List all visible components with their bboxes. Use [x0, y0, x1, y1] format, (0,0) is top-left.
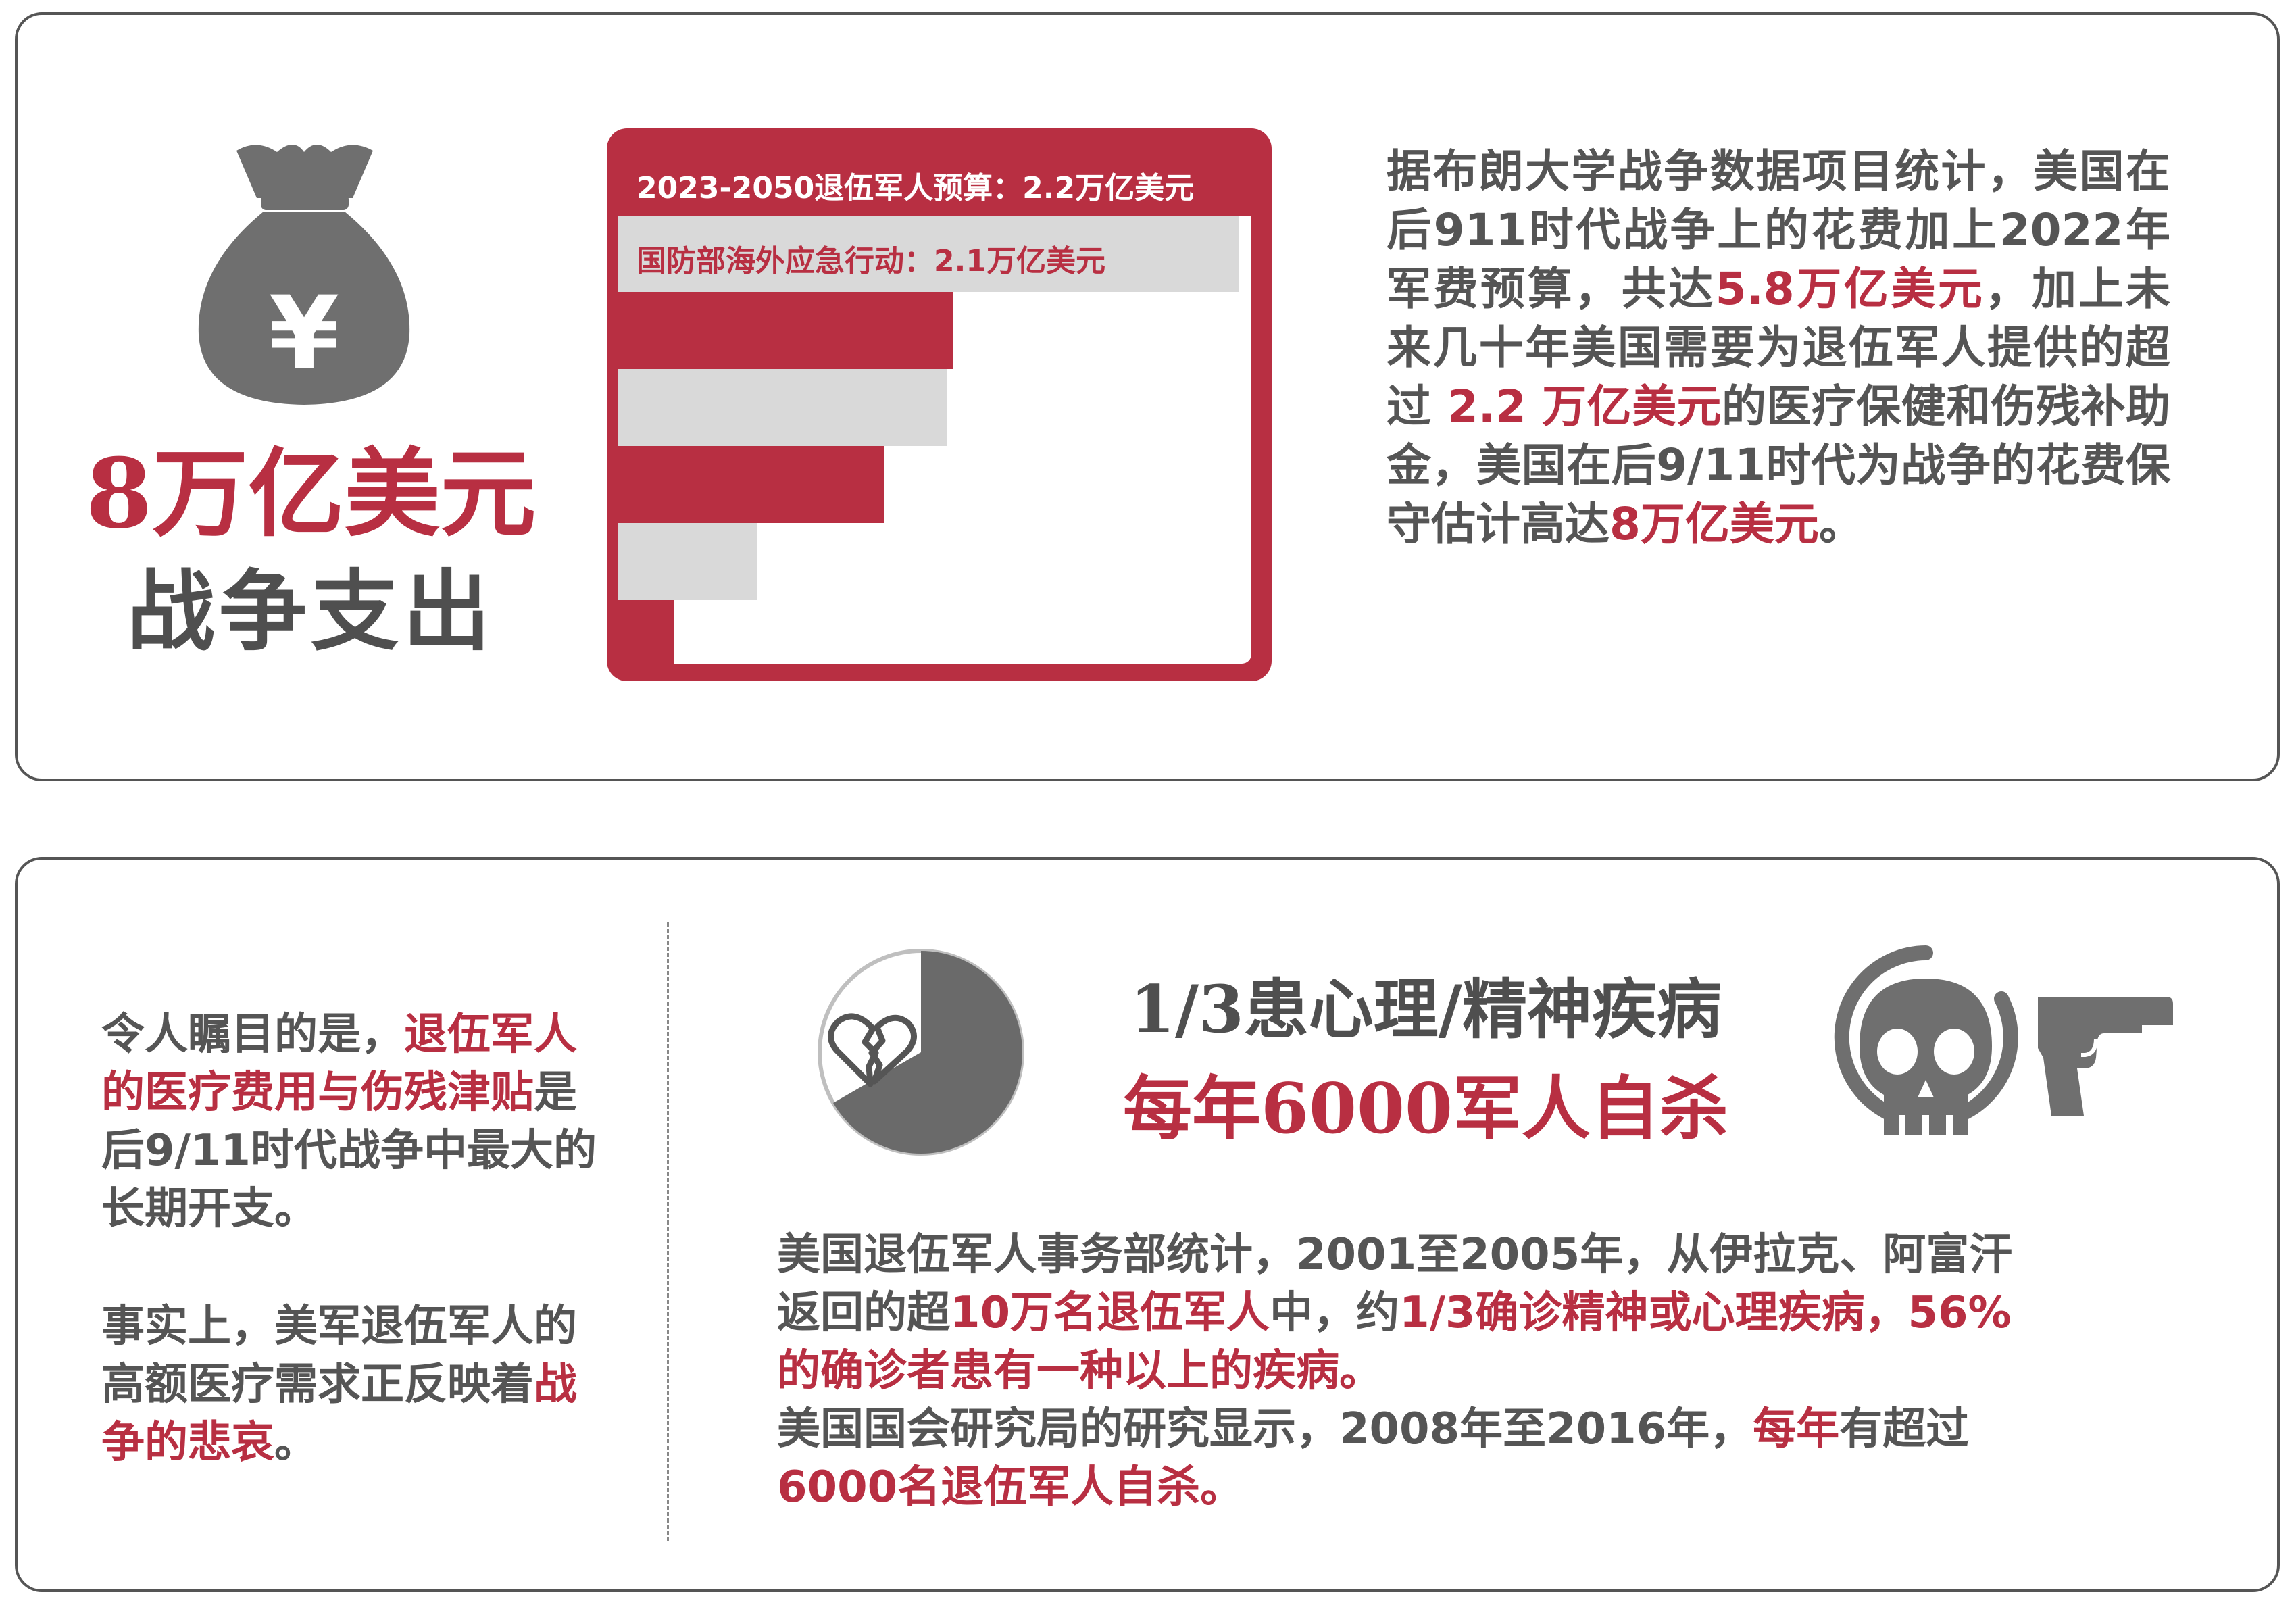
paragraph-line: 6000名退伍军人自杀。: [777, 1458, 2170, 1516]
highlight-text: 每年: [1753, 1404, 1840, 1454]
headline-suicide: 每年6000军人自杀: [1123, 1068, 1728, 1150]
veteran-statistics-paragraph: 美国退伍军人事务部统计，2001至2005年，从伊拉克、阿富汗 返回的超10万名退…: [777, 1226, 2170, 1516]
money-bag-yuan-icon: ¥: [198, 145, 410, 405]
highlight-text: 1/3确诊精神或心理疾病，56%: [1399, 1288, 2012, 1338]
body-text: 是后9/11时代战争中最大的长期开支。: [101, 1068, 597, 1234]
highlight-text: 6000名退伍军人自杀。: [777, 1462, 1244, 1512]
pie-slice: [833, 951, 1022, 1154]
chart-label-veteran-budget: 2023-2050退伍军人预算：2.2万亿美元: [637, 171, 1195, 205]
body-text: 事实上，美军退伍军人的高额医疗需求正反映着: [101, 1302, 577, 1410]
chart-label-defense-oco: 国防部海外应急行动：2.1万亿美元: [637, 244, 1105, 278]
divider: [667, 922, 669, 1541]
highlight-text: 的确诊者患有一种以上的疾病。: [777, 1346, 1382, 1396]
highlight-text: 8万亿美元: [1609, 498, 1819, 550]
chart-bar-band: [618, 216, 1239, 292]
body-text: 美国退伍军人事务部统计，2001至2005年，从伊拉克、阿富汗: [777, 1230, 2013, 1280]
body-text: 美国国会研究局的研究显示，2008年至2016年，: [777, 1404, 1753, 1454]
chart-bar: [618, 600, 674, 664]
total-amount: 8万亿美元: [85, 438, 536, 550]
chart-bar: [618, 446, 884, 523]
war-sorrow-paragraph: 事实上，美军退伍军人的高额医疗需求正反映着战争的悲哀。: [101, 1298, 601, 1472]
body-text: 。: [274, 1418, 318, 1468]
bar-chart-area: [618, 216, 1251, 664]
headline-mental-illness: 1/3患心理/精神疾病: [1130, 971, 1722, 1047]
paragraph-line: 的确诊者患有一种以上的疾病。: [777, 1342, 2170, 1400]
body-text: ，加上未来几十年美国需要为退伍军人提供的超过: [1387, 263, 2171, 433]
chart-bar: [618, 369, 947, 446]
pistol-icon: [2038, 997, 2173, 1116]
body-text: 的医疗保健和伤残补助金，美国在后9/11时代为战争的花费保守估计高达: [1387, 380, 2170, 550]
body-text: 令人瞩目的是，: [101, 1010, 404, 1060]
body-text: 返回的超: [777, 1288, 950, 1338]
highlight-text: 2.2 万亿美元: [1447, 380, 1722, 433]
body-text: 据布朗大学战争数据项目统计，美国在后911时代战争上的花费加上2022年军费预算…: [1387, 145, 2170, 315]
medical-cost-paragraph: 令人瞩目的是，退伍军人的医疗费用与伤残津贴是后9/11时代战争中最大的长期开支。: [101, 1006, 601, 1238]
paragraph-line: 返回的超10万名退伍军人中，约1/3确诊精神或心理疾病，56%: [777, 1284, 2170, 1342]
bar-chart-card: 2023-2050退伍军人预算：2.2万亿美元 国防部海外应急行动：2.1万亿美…: [607, 128, 1272, 681]
skull-icon: [1834, 945, 2018, 1135]
chart-bar: [618, 292, 953, 369]
highlight-text: 5.8万亿美元: [1715, 263, 1985, 315]
highlight-text: 10万名退伍军人: [950, 1288, 1270, 1338]
chart-bar: [618, 523, 757, 600]
highlight-text: 战争的悲哀: [101, 1360, 577, 1468]
paragraph-line: 美国退伍军人事务部统计，2001至2005年，从伊拉克、阿富汗: [777, 1226, 2170, 1284]
body-text: 。: [1818, 498, 1864, 550]
body-text: 有超过: [1839, 1404, 1970, 1454]
total-amount-label: 战争支出: [126, 560, 495, 663]
broken-heart-icon: [828, 1013, 917, 1087]
highlight-text: 退伍军人的医疗费用与伤残津贴: [101, 1010, 577, 1118]
paragraph-line: 美国国会研究局的研究显示，2008年至2016年，每年有超过: [777, 1400, 2170, 1458]
body-text: 中，约: [1270, 1288, 1400, 1338]
one-third-pie-chart: [818, 949, 1024, 1156]
bottom-panel: [15, 857, 2280, 1592]
yuan-symbol: ¥: [269, 275, 339, 393]
war-cost-paragraph: 据布朗大学战争数据项目统计，美国在后911时代战争上的花费加上2022年军费预算…: [1387, 142, 2170, 553]
